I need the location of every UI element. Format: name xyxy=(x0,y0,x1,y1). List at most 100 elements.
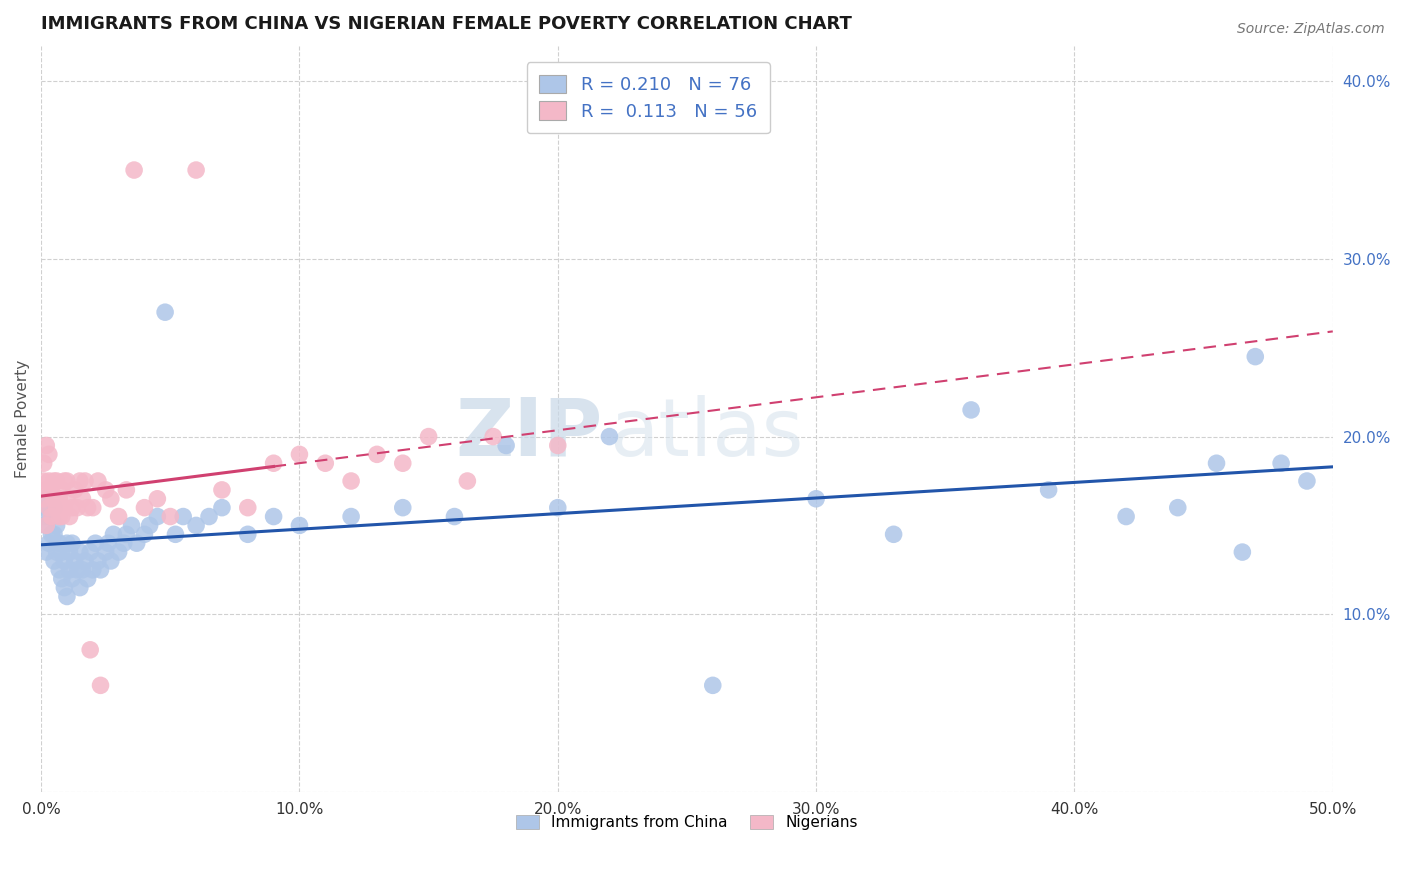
Point xyxy=(73,554,96,568)
Point xyxy=(107,545,129,559)
Text: atlas: atlas xyxy=(609,395,804,473)
Point xyxy=(42,527,65,541)
Point xyxy=(1205,456,1227,470)
Point xyxy=(340,474,363,488)
Point xyxy=(125,536,148,550)
Point xyxy=(146,491,169,506)
Point xyxy=(122,163,145,178)
Point xyxy=(87,554,110,568)
Point xyxy=(32,474,55,488)
Point xyxy=(340,509,363,524)
Point xyxy=(391,500,413,515)
Point xyxy=(184,163,207,178)
Point xyxy=(38,500,60,515)
Point xyxy=(184,518,207,533)
Point xyxy=(366,447,388,461)
Point xyxy=(89,678,111,692)
Point xyxy=(702,678,724,692)
Point xyxy=(107,509,129,524)
Point xyxy=(38,447,60,461)
Point xyxy=(32,456,55,470)
Point xyxy=(115,527,138,541)
Text: Source: ZipAtlas.com: Source: ZipAtlas.com xyxy=(1237,22,1385,37)
Point xyxy=(35,438,58,452)
Point xyxy=(56,590,79,604)
Point xyxy=(87,474,110,488)
Point xyxy=(48,491,70,506)
Point xyxy=(41,509,63,524)
Point xyxy=(1232,545,1254,559)
Point xyxy=(35,518,58,533)
Point xyxy=(42,554,65,568)
Point xyxy=(53,581,76,595)
Point xyxy=(883,527,905,541)
Point xyxy=(51,483,73,497)
Point xyxy=(263,456,285,470)
Point xyxy=(138,518,160,533)
Point xyxy=(1244,350,1267,364)
Point xyxy=(51,509,73,524)
Y-axis label: Female Poverty: Female Poverty xyxy=(15,359,30,478)
Point xyxy=(391,456,413,470)
Point xyxy=(288,447,311,461)
Point xyxy=(547,500,569,515)
Point xyxy=(103,527,125,541)
Point xyxy=(153,305,176,319)
Point xyxy=(56,536,79,550)
Point xyxy=(45,474,67,488)
Point xyxy=(76,500,98,515)
Point xyxy=(804,491,827,506)
Point xyxy=(32,491,55,506)
Point xyxy=(45,500,67,515)
Point xyxy=(53,500,76,515)
Point xyxy=(79,545,101,559)
Point xyxy=(97,536,120,550)
Point xyxy=(89,563,111,577)
Point xyxy=(495,438,517,452)
Point xyxy=(146,509,169,524)
Point xyxy=(53,474,76,488)
Point xyxy=(94,483,117,497)
Point xyxy=(314,456,336,470)
Point xyxy=(32,491,55,506)
Point xyxy=(172,509,194,524)
Point xyxy=(35,545,58,559)
Point xyxy=(94,545,117,559)
Point xyxy=(288,518,311,533)
Point xyxy=(112,536,135,550)
Point xyxy=(56,474,79,488)
Point xyxy=(82,563,104,577)
Point xyxy=(236,500,259,515)
Point xyxy=(482,429,505,443)
Point xyxy=(165,527,187,541)
Point xyxy=(1270,456,1292,470)
Point xyxy=(60,536,83,550)
Point xyxy=(100,554,122,568)
Point xyxy=(263,509,285,524)
Point xyxy=(41,483,63,497)
Point xyxy=(35,518,58,533)
Text: ZIP: ZIP xyxy=(456,395,603,473)
Point xyxy=(60,500,83,515)
Point xyxy=(66,500,89,515)
Point xyxy=(443,509,465,524)
Text: IMMIGRANTS FROM CHINA VS NIGERIAN FEMALE POVERTY CORRELATION CHART: IMMIGRANTS FROM CHINA VS NIGERIAN FEMALE… xyxy=(41,15,852,33)
Point xyxy=(134,500,156,515)
Point xyxy=(211,500,233,515)
Point xyxy=(72,563,94,577)
Point xyxy=(72,491,94,506)
Point xyxy=(51,545,73,559)
Point xyxy=(58,563,80,577)
Point xyxy=(79,642,101,657)
Point xyxy=(45,518,67,533)
Point xyxy=(63,554,86,568)
Point xyxy=(1038,483,1060,497)
Point xyxy=(1115,509,1137,524)
Point xyxy=(38,500,60,515)
Point xyxy=(82,500,104,515)
Point xyxy=(1167,500,1189,515)
Legend: Immigrants from China, Nigerians: Immigrants from China, Nigerians xyxy=(510,809,865,837)
Point xyxy=(41,509,63,524)
Point xyxy=(76,572,98,586)
Point xyxy=(66,563,89,577)
